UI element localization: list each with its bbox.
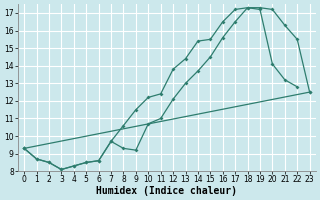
- X-axis label: Humidex (Indice chaleur): Humidex (Indice chaleur): [96, 186, 237, 196]
